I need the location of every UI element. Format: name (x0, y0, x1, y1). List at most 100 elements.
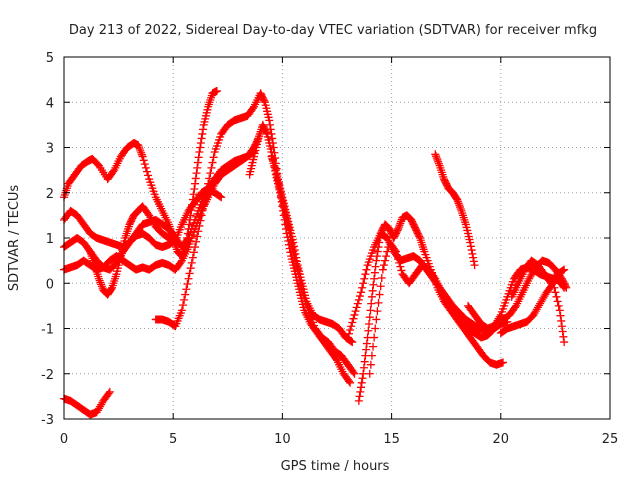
data-point (415, 232, 424, 241)
data-point (379, 261, 388, 270)
data-point (104, 389, 113, 398)
data-point (383, 247, 392, 256)
data-point (349, 368, 358, 377)
data-point (551, 288, 560, 297)
data-point (470, 261, 479, 270)
data-points (60, 86, 571, 419)
data-point (94, 274, 103, 283)
data-point (434, 157, 443, 166)
data-point (180, 295, 189, 304)
data-point (137, 150, 146, 159)
data-point (105, 387, 114, 396)
data-point (292, 257, 301, 266)
data-point (196, 138, 205, 147)
data-point (199, 125, 208, 134)
data-segment-6 (86, 202, 178, 299)
data-point (369, 280, 378, 289)
y-tick-label: 4 (46, 96, 54, 111)
data-point (208, 158, 217, 167)
data-point (395, 221, 404, 230)
data-point (362, 339, 371, 348)
data-point (560, 338, 569, 347)
data-point (198, 129, 207, 138)
data-point (377, 273, 386, 282)
data-point (196, 143, 205, 152)
y-tick-label: 0 (46, 277, 54, 292)
data-point (205, 174, 214, 183)
data-point (134, 143, 143, 152)
y-tick-label: 3 (46, 142, 54, 157)
data-point (469, 253, 478, 262)
data-point (191, 179, 200, 188)
data-point (349, 314, 358, 323)
data-point (391, 247, 400, 256)
data-point (552, 292, 561, 301)
data-point (559, 266, 568, 275)
data-segment-7 (151, 89, 355, 387)
data-point (347, 322, 356, 331)
data-point (193, 232, 202, 241)
data-point (268, 134, 277, 143)
data-point (209, 153, 218, 162)
data-point (364, 326, 373, 335)
x-tick-label: 0 (60, 432, 68, 447)
data-point (183, 235, 192, 244)
data-point (192, 237, 201, 246)
data-point (348, 338, 357, 347)
data-point (194, 153, 203, 162)
chart-title: Day 213 of 2022, Sidereal Day-to-day VTE… (69, 23, 597, 38)
data-point (558, 327, 567, 336)
data-point (181, 290, 190, 299)
data-point (559, 332, 568, 341)
data-point (197, 211, 206, 220)
data-segment-2 (60, 86, 221, 261)
data-point (343, 333, 352, 342)
data-point (554, 301, 563, 310)
data-point (185, 269, 194, 278)
x-tick-label: 25 (602, 432, 619, 447)
data-point (555, 306, 564, 315)
data-point (177, 306, 186, 315)
data-point (557, 316, 566, 325)
data-point (189, 248, 198, 257)
data-segment-5 (60, 184, 226, 274)
data-point (137, 148, 146, 157)
data-point (191, 243, 200, 252)
data-point (352, 303, 361, 312)
data-point (370, 274, 379, 283)
data-point (179, 301, 188, 310)
data-point (498, 358, 507, 367)
data-point (393, 226, 402, 235)
data-point (366, 306, 375, 315)
data-point (207, 163, 216, 172)
data-point (374, 298, 383, 307)
y-tick-label: 5 (46, 51, 54, 66)
data-point (367, 299, 376, 308)
data-point (107, 284, 116, 293)
data-point (190, 184, 199, 193)
data-point (198, 206, 207, 215)
data-point (206, 169, 215, 178)
data-point (355, 392, 364, 401)
data-point (199, 200, 208, 209)
data-point (560, 265, 569, 274)
data-point (550, 283, 559, 292)
data-point (453, 195, 462, 204)
y-tick-label: -2 (41, 368, 54, 383)
data-point (139, 156, 148, 165)
data-point (138, 152, 147, 161)
data-point (373, 247, 382, 256)
data-point (375, 290, 384, 299)
y-tick-label: 2 (46, 187, 54, 202)
data-point (193, 163, 202, 172)
data-point (556, 311, 565, 320)
data-point (362, 345, 371, 354)
data-point (187, 258, 196, 267)
data-point (183, 280, 192, 289)
data-point (371, 324, 380, 333)
data-point (200, 195, 209, 204)
data-point (365, 319, 374, 328)
data-point (453, 197, 462, 206)
data-point (345, 329, 354, 338)
